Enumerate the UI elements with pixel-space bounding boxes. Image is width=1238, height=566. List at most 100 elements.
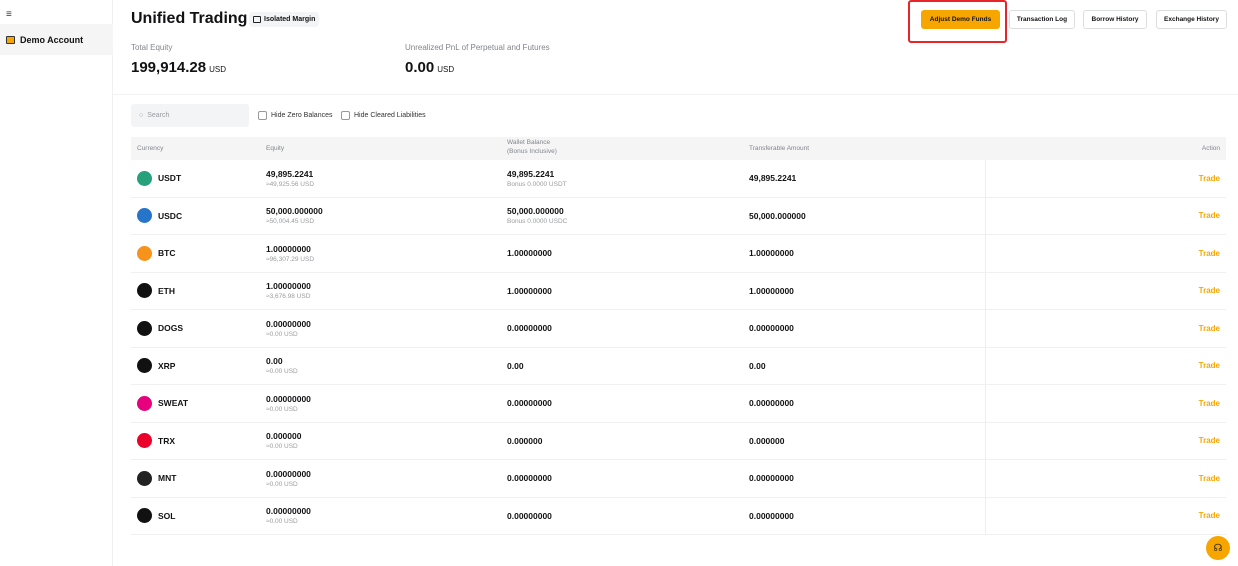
wallet-amount: 1.00000000: [507, 285, 552, 296]
isolated-margin-badge[interactable]: Isolated Margin: [249, 12, 320, 27]
total-equity-label: Total Equity: [131, 43, 173, 52]
header-wallet: Wallet Balance: [507, 139, 551, 146]
divider: [113, 94, 1238, 95]
adjust-demo-funds-button[interactable]: Adjust Demo Funds: [921, 10, 1000, 29]
header-wallet-sub: (Bonus Inclusive): [507, 148, 557, 155]
trade-link[interactable]: Trade: [1198, 173, 1220, 183]
table-row: USDC 50,000.000000 ≈50,004.45 USD 50,000.…: [131, 198, 1226, 235]
checkbox-label: Hide Zero Balances: [271, 112, 333, 119]
transferable-cell: 0.00000000: [749, 385, 794, 422]
wallet-amount: 1.00000000: [507, 248, 552, 259]
transferable-amount: 0.00000000: [749, 510, 794, 521]
wallet-amount: 0.00000000: [507, 398, 552, 409]
table-row: XRP 0.00 ≈0.00 USD 0.00 0.00 Trade: [131, 348, 1226, 385]
header-transferable: Transferable Amount: [749, 145, 810, 152]
currency-cell: ETH: [137, 273, 175, 310]
support-headset-icon[interactable]: ☊: [1206, 536, 1230, 560]
pnl-unit: USD: [437, 65, 455, 74]
hide-cleared-liabilities-checkbox[interactable]: Hide Cleared Liabilities: [341, 111, 426, 120]
trade-link[interactable]: Trade: [1198, 286, 1220, 296]
transferable-cell: 1.00000000: [749, 235, 794, 272]
coin-name: USDT: [158, 173, 182, 184]
exchange-history-button[interactable]: Exchange History: [1156, 10, 1227, 29]
table-row: DOGS 0.00000000 ≈0.00 USD 0.00000000 0.00…: [131, 310, 1226, 348]
equity-amount: 0.000000: [266, 431, 302, 442]
sidebar-item-label: Demo Account: [20, 34, 84, 45]
trade-link[interactable]: Trade: [1198, 473, 1220, 483]
search-icon: ○: [139, 112, 144, 119]
wallet-cell: 0.00000000: [507, 385, 552, 422]
trade-link[interactable]: Trade: [1198, 511, 1220, 521]
search-placeholder: Search: [147, 112, 170, 119]
wallet-amount: 50,000.000000: [507, 206, 564, 217]
pnl-number: 0.00: [405, 59, 435, 76]
currency-cell: USDC: [137, 198, 182, 235]
trade-link[interactable]: Trade: [1198, 211, 1220, 221]
header-action: Action: [1201, 145, 1220, 152]
trade-link[interactable]: Trade: [1198, 248, 1220, 258]
title-text: Unified Trading: [131, 10, 248, 27]
equity-cell: 50,000.000000 ≈50,004.45 USD: [266, 198, 323, 235]
checkbox-box[interactable]: [341, 111, 350, 120]
usdc-coin-icon: [137, 208, 152, 224]
margin-icon: [253, 16, 261, 23]
page-title: Unified Trading◉: [131, 10, 259, 28]
equity-usd: ≈96,307.29 USD: [266, 255, 315, 263]
coin-name: SWEAT: [158, 398, 189, 409]
transferable-cell: 0.00000000: [749, 310, 794, 347]
sweat-coin-icon: [137, 395, 152, 411]
wallet-amount: 0.00000000: [507, 323, 552, 334]
equity-amount: 49,895.2241: [266, 168, 314, 179]
table-row: SOL 0.00000000 ≈0.00 USD 0.00000000 0.000…: [131, 498, 1226, 535]
currency-cell: MNT: [137, 460, 176, 497]
equity-usd: ≈0.00 USD: [266, 443, 298, 451]
checkbox-label: Hide Cleared Liabilities: [354, 112, 426, 119]
header-equity: Equity: [266, 145, 285, 152]
equity-cell: 0.000000 ≈0.00 USD: [266, 423, 301, 460]
btc-coin-icon: [137, 245, 152, 261]
wallet-cell: 0.000000: [507, 423, 542, 460]
table-row: BTC 1.00000000 ≈96,307.29 USD 1.00000000 …: [131, 235, 1226, 273]
pnl-label: Unrealized PnL of Perpetual and Futures: [405, 43, 550, 52]
sidebar-item-demo-account[interactable]: Demo Account: [0, 24, 113, 55]
search-input[interactable]: ○ Search: [131, 104, 249, 127]
trade-link[interactable]: Trade: [1198, 398, 1220, 408]
borrow-history-button[interactable]: Borrow History: [1083, 10, 1147, 29]
wallet-icon: [6, 35, 15, 44]
coin-name: USDC: [158, 210, 183, 221]
equity-usd: ≈3,676.98 USD: [266, 293, 311, 301]
mnt-coin-icon: [137, 470, 152, 486]
currency-cell: XRP: [137, 348, 175, 385]
equity-usd: ≈0.00 USD: [266, 518, 298, 526]
equity-usd: ≈0.00 USD: [266, 405, 298, 413]
coin-name: TRX: [158, 435, 175, 446]
equity-cell: 0.00000000 ≈0.00 USD: [266, 310, 311, 347]
transferable-amount: 1.00000000: [749, 248, 794, 259]
checkbox-box[interactable]: [258, 111, 267, 120]
menu-toggle-icon[interactable]: ≡: [6, 9, 12, 20]
equity-usd: ≈0.00 USD: [266, 368, 298, 376]
wallet-cell: 50,000.000000 Bonus 0.0000 USDC: [507, 198, 567, 235]
trade-link[interactable]: Trade: [1198, 436, 1220, 446]
assets-table: Currency Equity Wallet Balance (Bonus In…: [131, 137, 1226, 535]
equity-cell: 0.00000000 ≈0.00 USD: [266, 498, 311, 535]
action-column-divider: [985, 160, 986, 535]
wallet-amount: 0.00: [507, 360, 524, 371]
trade-link[interactable]: Trade: [1198, 361, 1220, 371]
table-row: TRX 0.000000 ≈0.00 USD 0.000000 0.000000 …: [131, 423, 1226, 460]
equity-amount: 0.00000000: [266, 468, 311, 479]
trade-link[interactable]: Trade: [1198, 323, 1220, 333]
dogs-coin-icon: [137, 320, 152, 336]
total-equity-value: 199,914.28 USD: [131, 59, 226, 76]
transferable-amount: 0.000000: [749, 435, 785, 446]
table-row: USDT 49,895.2241 ≈49,925.56 USD 49,895.22…: [131, 160, 1226, 198]
wallet-cell: 49,895.2241 Bonus 0.0000 USDT: [507, 160, 567, 197]
sidebar: ≡ Demo Account: [0, 0, 113, 566]
transaction-log-button[interactable]: Transaction Log: [1009, 10, 1075, 29]
transferable-amount: 0.00000000: [749, 398, 794, 409]
equity-amount: 0.00000000: [266, 506, 311, 517]
currency-cell: USDT: [137, 160, 181, 197]
coin-name: ETH: [158, 285, 175, 296]
equity-usd: ≈49,925.56 USD: [266, 180, 315, 188]
hide-zero-balances-checkbox[interactable]: Hide Zero Balances: [258, 111, 332, 120]
